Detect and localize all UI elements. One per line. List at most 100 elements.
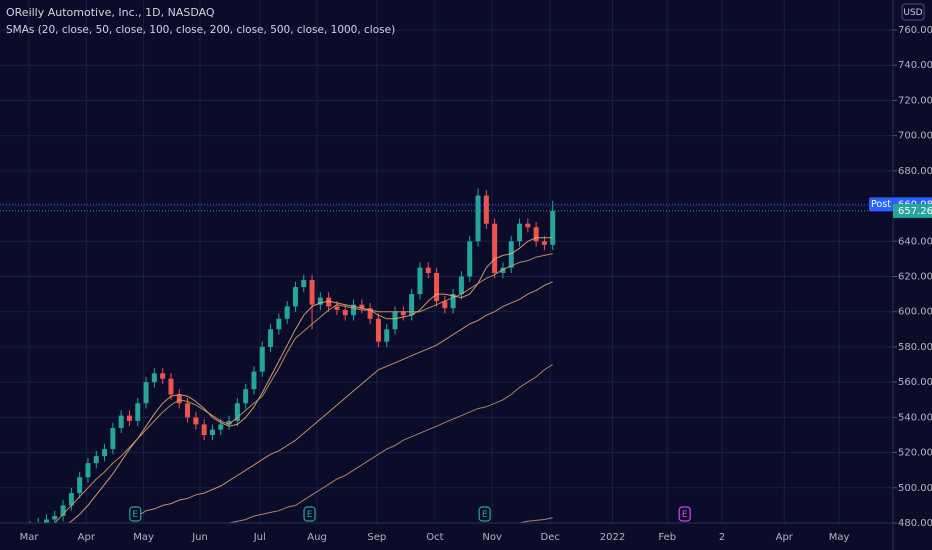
candle-body — [292, 287, 298, 307]
currency[interactable]: USD — [903, 8, 922, 18]
earnings-label[interactable]: E — [132, 510, 138, 520]
y-tick-label: 720.00 — [898, 95, 932, 106]
earnings-marker[interactable] — [129, 506, 142, 522]
sma-line — [67, 237, 553, 523]
sma-line — [519, 517, 553, 523]
plot-area — [0, 188, 893, 523]
candle-body — [450, 294, 456, 309]
candle-body — [384, 329, 390, 342]
candle-body — [185, 403, 191, 418]
candle-body — [417, 267, 423, 295]
candle-body — [342, 309, 348, 316]
x-tick-label: Jul — [253, 532, 266, 543]
candle-body — [143, 382, 149, 404]
y-tick-label: 760.00 — [898, 25, 932, 36]
candle-body — [409, 294, 415, 316]
candle-body — [77, 477, 83, 494]
candle-body — [508, 241, 514, 268]
candle-body — [500, 267, 506, 273]
candle-body — [68, 493, 74, 506]
earnings-label[interactable]: E — [482, 510, 488, 520]
x-tick-label: May — [829, 532, 850, 543]
candle-body — [334, 306, 340, 310]
earnings-marker[interactable] — [678, 506, 691, 522]
candle-body — [425, 267, 431, 273]
candle-body — [533, 227, 539, 242]
y-tick-label: 480.00 — [898, 518, 932, 529]
candle-body — [193, 417, 199, 425]
candle-body — [135, 403, 141, 421]
candle-body — [434, 272, 440, 302]
candle-body — [102, 449, 108, 457]
y-tick-label: 700.00 — [898, 131, 932, 142]
chart-title: OReilly Automotive, Inc., 1D, NASDAQ — [6, 6, 215, 19]
candle-body — [375, 318, 381, 342]
candle-body — [400, 311, 406, 316]
candle-body — [492, 223, 498, 273]
x-tick-label: May — [133, 532, 154, 543]
x-tick-label: Nov — [482, 532, 502, 543]
x-tick-label: Apr — [78, 532, 96, 543]
candle-body — [475, 195, 481, 242]
candle-body — [517, 223, 523, 242]
candle-body — [226, 420, 232, 425]
candle-body — [176, 394, 182, 404]
candle-body — [301, 280, 307, 288]
candle-body — [442, 301, 448, 309]
x-tick-label: Mar — [20, 532, 40, 543]
sma-line — [54, 253, 553, 523]
candle-body — [268, 329, 274, 347]
earnings-label[interactable]: E — [682, 510, 688, 520]
last-price-box — [893, 203, 932, 218]
candle-body — [467, 241, 473, 277]
x-tick-label: Oct — [426, 532, 443, 543]
candle-body — [168, 378, 174, 395]
candle-body — [392, 311, 398, 330]
y-tick-label: 740.00 — [898, 60, 932, 71]
candle-body — [85, 463, 91, 478]
candle-body — [110, 427, 116, 450]
candle-body — [209, 429, 215, 435]
candle-body — [367, 308, 373, 319]
candle-body — [309, 280, 315, 305]
x-tick-label: Feb — [658, 532, 676, 543]
y-tick-label: 580.00 — [898, 342, 932, 353]
candle-body — [284, 306, 290, 319]
x-tick-label: 2 — [719, 532, 725, 543]
candle-body — [243, 389, 249, 404]
y-tick-label: 620.00 — [898, 272, 932, 283]
candle-body — [126, 415, 132, 421]
candle-body — [160, 373, 166, 379]
candle-body — [118, 415, 124, 428]
post-tag — [869, 197, 893, 212]
sma-line — [228, 364, 553, 523]
post-tag-label: Post — [871, 199, 891, 210]
candle-body — [259, 346, 265, 372]
y-tick-label: 540.00 — [898, 412, 932, 423]
indicator-legend: SMAs (20, close, 50, close, 100, close, … — [6, 24, 395, 36]
candle-body — [201, 424, 207, 435]
candle-body — [52, 515, 58, 520]
candle-body — [151, 373, 157, 383]
candle-body — [317, 297, 323, 305]
candle-body — [43, 519, 49, 523]
x-tick-label: 2022 — [600, 532, 625, 543]
x-tick-label: Dec — [541, 532, 560, 543]
currency-box[interactable] — [901, 3, 925, 21]
candle-body — [60, 505, 66, 516]
candle-body — [234, 403, 240, 421]
candle-body — [550, 210, 556, 245]
candle-body — [359, 304, 365, 309]
earnings-marker[interactable] — [303, 506, 316, 522]
y-tick-label: 640.00 — [898, 236, 932, 247]
candle-body — [351, 304, 357, 316]
axes: 480.00 500.00 520.00 540.00 560.00 580.00 600.… — [20, 25, 932, 543]
earnings-label[interactable]: E — [307, 510, 313, 520]
y-tick-label: 500.00 — [898, 483, 932, 494]
last-price-label: 657.26 — [898, 206, 932, 217]
candle-body — [458, 276, 464, 295]
candle-body — [525, 223, 531, 228]
earnings-marker[interactable] — [478, 506, 491, 522]
